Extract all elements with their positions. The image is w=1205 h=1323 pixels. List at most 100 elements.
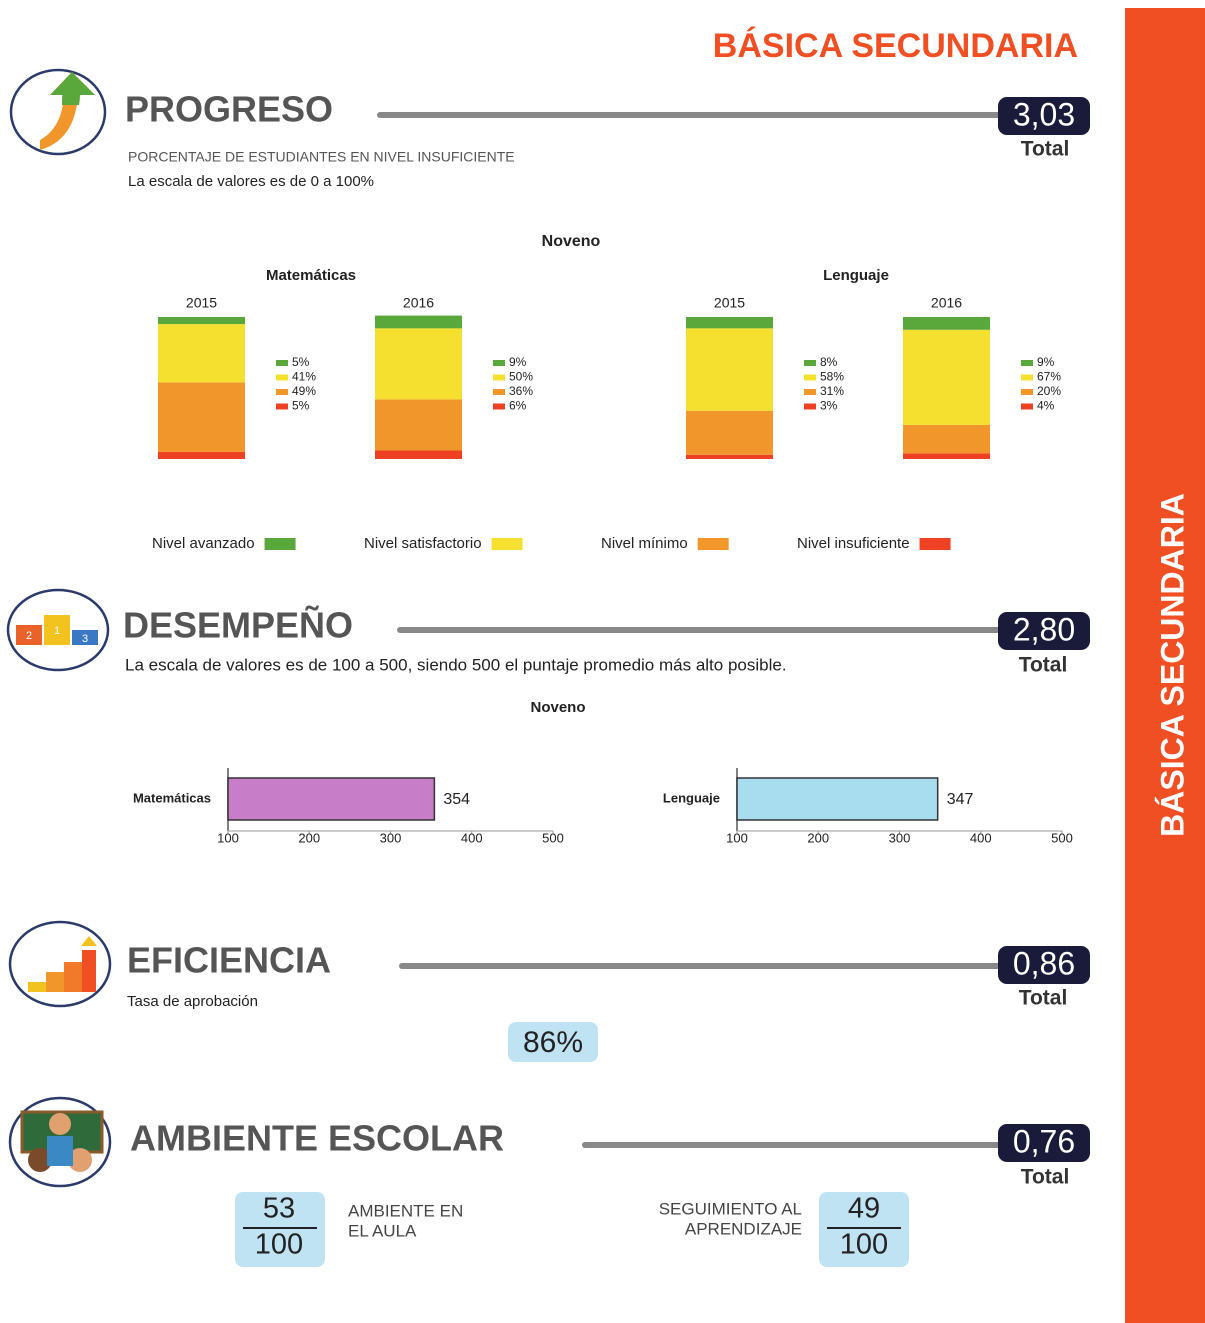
bar-segment [686, 455, 773, 459]
section-note: La escala de valores es de 0 a 100% [128, 173, 374, 190]
x-tick-label: 100 [726, 830, 748, 845]
ambiente-icon [10, 1098, 110, 1186]
bar-segment [158, 317, 245, 324]
rate: 86% [523, 1026, 583, 1059]
section-subtitle: PORCENTAJE DE ESTUDIANTES EN NIVEL INSUF… [128, 149, 515, 165]
value-label: 20% [1037, 384, 1061, 398]
chart-title: Noveno [542, 233, 601, 250]
bar-segment [375, 399, 462, 450]
podium-label: 3 [82, 633, 88, 645]
legend-swatch [920, 538, 951, 550]
label-swatch [1021, 360, 1033, 366]
x-tick-label: 2015 [186, 295, 217, 311]
bar-segment [903, 330, 990, 425]
label-swatch [804, 360, 816, 366]
progreso-icon [11, 70, 105, 154]
bar-segment [158, 324, 245, 382]
value-label: 50% [509, 370, 533, 384]
value-label: 4% [1037, 399, 1055, 413]
page-canvas: BÁSICA SECUNDARIA BÁSICA SECUNDARIA PROG… [0, 0, 1205, 1323]
value-label: 58% [820, 370, 844, 384]
numerator: 53 [263, 1193, 295, 1225]
x-tick-label: 500 [542, 830, 564, 845]
x-tick-label: 500 [1051, 830, 1073, 845]
label-swatch [493, 389, 505, 395]
legend-label: Nivel avanzado [152, 535, 255, 552]
x-tick-label: 2016 [931, 295, 962, 311]
score-label: Total [1021, 1166, 1070, 1189]
group-title: Matemáticas [266, 267, 356, 284]
score-label: Total [1021, 138, 1070, 161]
value-label: 31% [820, 384, 844, 398]
item-label: EL AULA [348, 1221, 417, 1240]
bar-segment [375, 316, 462, 329]
bar-segment [158, 452, 245, 459]
value-label: 36% [509, 384, 533, 398]
bar-segment [903, 317, 990, 330]
bar-segment [686, 411, 773, 455]
category-label: Lenguaje [663, 790, 720, 805]
value-label: 5% [292, 399, 310, 413]
value-label: 5% [292, 355, 310, 369]
score: 0,76 [1013, 1123, 1075, 1159]
item-label: APRENDIZAJE [685, 1219, 802, 1238]
label-swatch [493, 404, 505, 410]
chart-title: Noveno [530, 699, 585, 716]
denominator: 100 [255, 1229, 303, 1261]
bar-segment [686, 328, 773, 410]
label-swatch [804, 375, 816, 381]
label-swatch [276, 404, 288, 410]
section-title: AMBIENTE ESCOLAR [130, 1118, 504, 1159]
item-label: SEGUIMIENTO AL [659, 1199, 802, 1218]
legend-label: Nivel insuficiente [797, 535, 910, 552]
item-label: AMBIENTE EN [348, 1201, 463, 1220]
value-label: 9% [1037, 355, 1055, 369]
label-swatch [804, 404, 816, 410]
value-label: 49% [292, 384, 316, 398]
x-tick-label: 2015 [714, 295, 745, 311]
category-label: Matemáticas [133, 790, 211, 805]
legend-swatch [698, 538, 729, 550]
progreso-chart: NovenoMatemáticas20155%41%49%5%20169%50%… [152, 233, 1061, 552]
label-swatch [1021, 375, 1033, 381]
label-swatch [804, 389, 816, 395]
label-swatch [1021, 404, 1033, 410]
label-swatch [276, 389, 288, 395]
bar-segment [903, 425, 990, 453]
x-tick-label: 400 [461, 830, 483, 845]
score-label: Total [1019, 987, 1068, 1010]
legend-swatch [265, 538, 296, 550]
label-swatch [276, 360, 288, 366]
value-label: 41% [292, 370, 316, 384]
legend-label: Nivel mínimo [601, 535, 688, 552]
score: 3,03 [1013, 96, 1075, 132]
section-title: DESEMPEÑO [123, 604, 353, 646]
bar-segment [158, 382, 245, 452]
bar-segment [903, 453, 990, 459]
section-title: PROGRESO [125, 89, 333, 130]
value-label: 9% [509, 355, 527, 369]
page: Básica Secundaria {"header": {"title": "… [0, 0, 1205, 1323]
podium-label: 2 [26, 630, 32, 642]
x-tick-label: 2016 [403, 295, 434, 311]
group-title: Lenguaje [823, 267, 889, 284]
value-label: 3% [820, 399, 838, 413]
label-swatch [276, 375, 288, 381]
bar-segment [375, 450, 462, 459]
legend-label: Nivel satisfactorio [364, 535, 482, 552]
label-swatch [1021, 389, 1033, 395]
value-label: 67% [1037, 370, 1061, 384]
page-title: BÁSICA SECUNDARIA [713, 27, 1078, 65]
desempeno-chart: Noveno100200300400500Matemáticas35410020… [133, 699, 1073, 845]
value-label: 8% [820, 355, 838, 369]
value-label: 347 [947, 791, 974, 808]
value-label: 6% [509, 399, 527, 413]
section-subtitle: Tasa de aprobación [127, 993, 258, 1010]
score: 2,80 [1013, 611, 1075, 647]
bar [737, 778, 938, 820]
score: 0,86 [1013, 945, 1075, 981]
numerator: 49 [848, 1193, 880, 1225]
section-note: La escala de valores es de 100 a 500, si… [125, 655, 787, 674]
eficiencia-icon [10, 922, 110, 1006]
podium-label: 1 [54, 625, 60, 637]
